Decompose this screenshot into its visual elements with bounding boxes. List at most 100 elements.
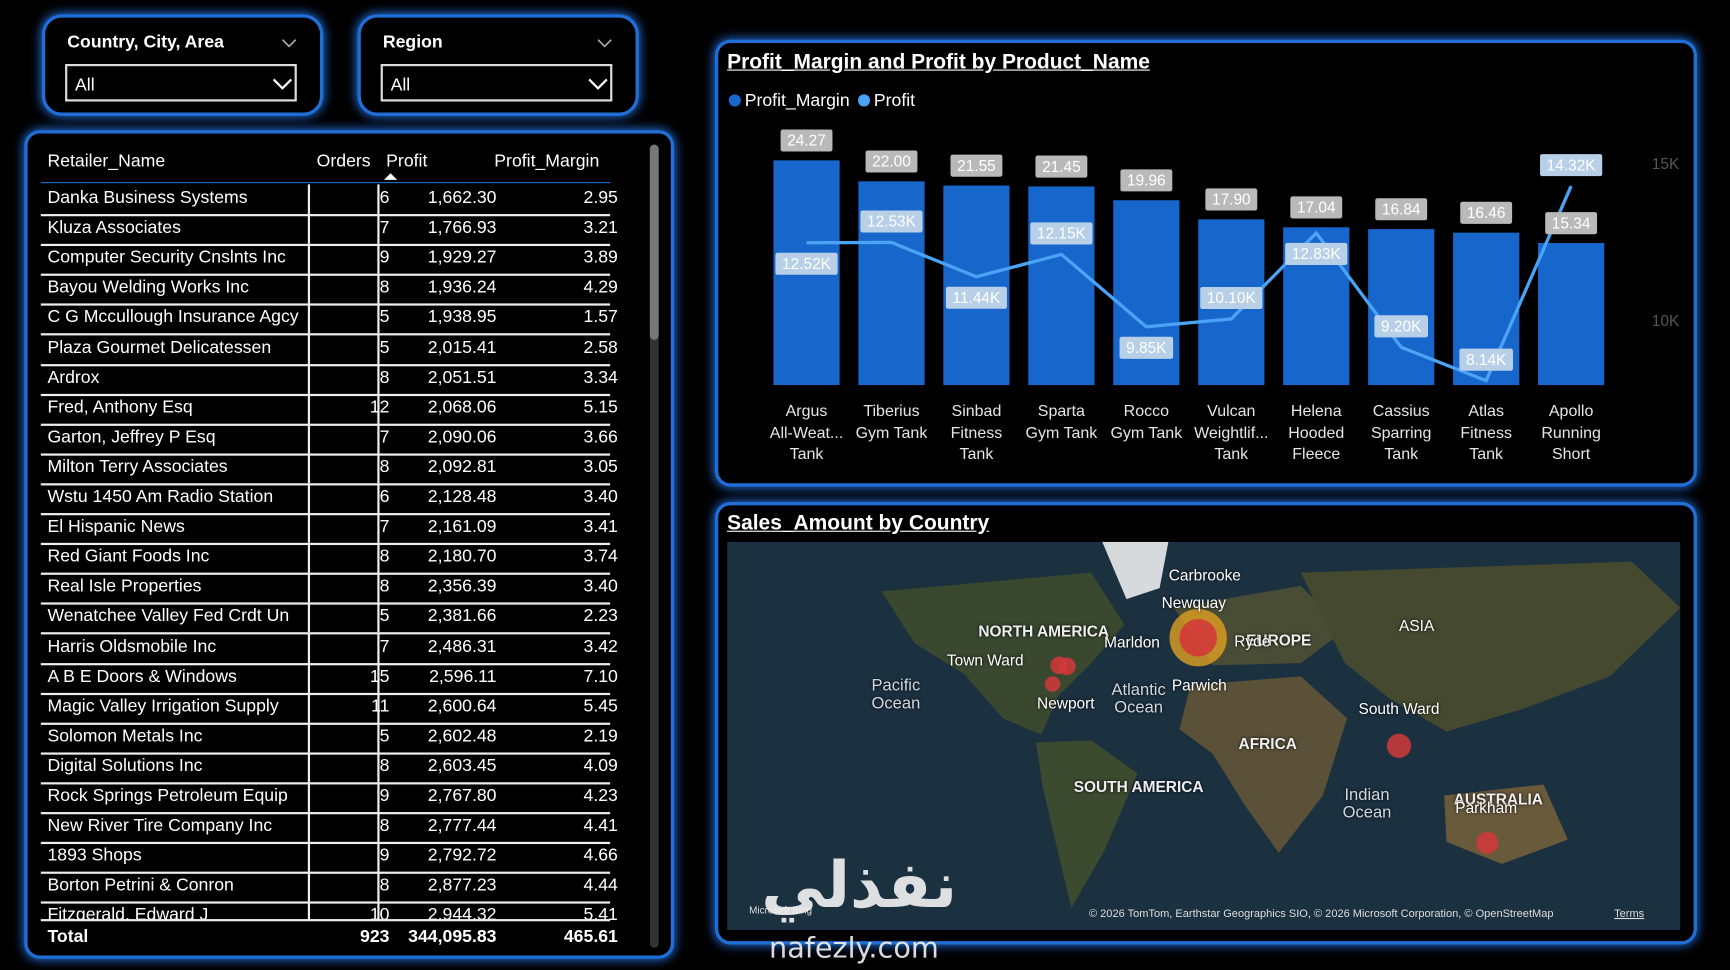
data-label: 14.32K xyxy=(1540,154,1603,177)
column-separator xyxy=(307,423,311,454)
table-cell: 2,767.80 xyxy=(427,786,497,806)
table-cell: Fitzgerald, Edward J xyxy=(47,906,209,921)
map-label: Parkham xyxy=(1455,798,1518,817)
data-label: 15.34 xyxy=(1545,212,1598,235)
table-cell: 2,792.72 xyxy=(427,846,497,866)
data-label-text: 17.90 xyxy=(1212,192,1251,209)
column-header: Profit_Margin xyxy=(494,152,600,172)
map[interactable]: Carbrooke Newquay NORTH AMERICA Marldon EURO… xyxy=(727,541,1681,931)
table-cell: 2.19 xyxy=(583,726,618,746)
scroll-thumb[interactable] xyxy=(649,144,659,340)
watermark-logo: نفذلي xyxy=(761,847,958,923)
table-cell: 3.34 xyxy=(583,368,618,387)
table-cell: 4.44 xyxy=(583,876,618,896)
label-box xyxy=(1540,154,1603,177)
table-cell: 9 xyxy=(379,248,390,268)
table-cell: 1,929.27 xyxy=(427,248,497,268)
table-cell: 7 xyxy=(379,517,390,537)
table-row: Digital Solutions Inc 8 2,603.45 4.09 xyxy=(40,752,618,785)
bar xyxy=(1028,186,1095,386)
data-label-text: 24.27 xyxy=(787,133,826,150)
label-box xyxy=(1030,222,1093,245)
data-label-text: 12.15K xyxy=(1037,226,1087,243)
table-cell: 3.40 xyxy=(583,487,618,507)
column-separator xyxy=(307,662,311,693)
data-label: 22.00 xyxy=(865,150,918,173)
scrollbar[interactable] xyxy=(649,144,659,948)
data-label: 24.27 xyxy=(780,129,833,152)
column-separator xyxy=(377,752,380,783)
column-separator xyxy=(307,273,311,304)
total-row: Total 923 344,095.83 465.61 xyxy=(41,923,617,949)
table-cell: 2,092.81 xyxy=(427,457,497,477)
map-label: Newport xyxy=(1037,693,1095,712)
table-cell: 2,068.06 xyxy=(427,397,497,417)
slicer[interactable]: Region All xyxy=(357,14,639,116)
x-tick-label: Atlas Fitness Tank xyxy=(1460,402,1512,464)
table-cell: 12 xyxy=(369,397,390,417)
table-cell: Digital Solutions Inc xyxy=(47,756,203,776)
table-cell: Computer Security Cnslnts Inc xyxy=(47,248,286,268)
table-cell: 7.10 xyxy=(583,667,618,686)
chevron xyxy=(281,39,297,48)
dropdown[interactable]: All xyxy=(65,63,297,102)
table-cell: 15 xyxy=(369,667,390,686)
slicer-value: All xyxy=(75,76,95,95)
map-label: Indian Ocean xyxy=(1342,785,1392,822)
sort-indicator[interactable] xyxy=(383,172,398,181)
map-terms[interactable]: Terms xyxy=(1614,908,1645,921)
table-row: Harris Oldsmobile Inc 7 2,486.31 3.42 xyxy=(40,632,618,665)
map-panel: Sales_Amount by Country Carbrooke Newquay… xyxy=(714,502,1697,945)
data-label-text: 12.53K xyxy=(867,214,917,231)
column-separator xyxy=(307,782,311,813)
slicer-title: Region xyxy=(382,33,443,52)
table-cell: 2,600.64 xyxy=(427,696,497,716)
table-cell: 8 xyxy=(379,457,390,477)
data-label: 19.96 xyxy=(1120,169,1173,192)
table-row: Bayou Welding Works Inc 8 1,936.24 4.29 xyxy=(40,273,618,306)
table-cell: 6 xyxy=(379,487,390,507)
table-cell: 8 xyxy=(379,278,390,298)
column-separator xyxy=(307,363,311,394)
column-separator xyxy=(307,214,311,244)
table-cell: 8 xyxy=(379,368,390,387)
dropdown[interactable]: All xyxy=(380,63,613,102)
slicer[interactable]: Country, City, Area All xyxy=(41,14,324,116)
table-cell: 2,015.41 xyxy=(427,338,497,357)
x-tick-label: Rocco Gym Tank xyxy=(1110,402,1183,442)
x-tick-label: Cassius Sparring Tank xyxy=(1370,402,1432,464)
legend-marker xyxy=(857,94,871,107)
column-separator xyxy=(307,543,311,573)
column-separator xyxy=(307,303,311,334)
map-label: AFRICA xyxy=(1238,734,1297,753)
table-cell: 2,128.48 xyxy=(427,487,497,507)
column-separator xyxy=(307,483,311,514)
x-tick-label: Sparta Gym Tank xyxy=(1025,402,1098,442)
table-cell: 5 xyxy=(379,607,390,627)
table-cell: 9 xyxy=(379,786,390,806)
data-label-text: 9.85K xyxy=(1126,340,1167,357)
table-cell: 2.58 xyxy=(583,338,618,357)
map-label: Atlantic Ocean xyxy=(1111,680,1166,718)
column-separator xyxy=(307,333,311,364)
x-tick-label: Sinbad Fitness Tank xyxy=(950,402,1003,464)
column-separator xyxy=(377,782,380,813)
map-label: SOUTH AMERICA xyxy=(1073,777,1204,796)
data-label-text: 12.83K xyxy=(1292,246,1342,263)
map-title: Sales_Amount by Country xyxy=(727,511,990,536)
legend-label: Profit_Margin xyxy=(745,90,850,111)
table-row: El Hispanic News 7 2,161.09 3.41 xyxy=(40,513,618,546)
data-label-text: 8.14K xyxy=(1466,352,1507,369)
column-separator xyxy=(377,363,380,394)
table-cell: 3.40 xyxy=(583,577,618,597)
table-cell: 3.21 xyxy=(583,218,618,238)
table-row: Wenatchee Valley Fed Crdt Un 5 2,381.66 2.2… xyxy=(40,602,618,635)
bar xyxy=(1368,229,1435,386)
column-separator xyxy=(377,184,380,215)
table-cell: 2.95 xyxy=(583,188,618,208)
table-cell: Plaza Gourmet Delicatessen xyxy=(47,338,272,357)
data-label-text: 14.32K xyxy=(1547,157,1597,174)
y2-tick-label: 10K xyxy=(1652,313,1680,330)
map-label: Newquay xyxy=(1161,593,1226,612)
table-cell: 5 xyxy=(379,308,390,328)
